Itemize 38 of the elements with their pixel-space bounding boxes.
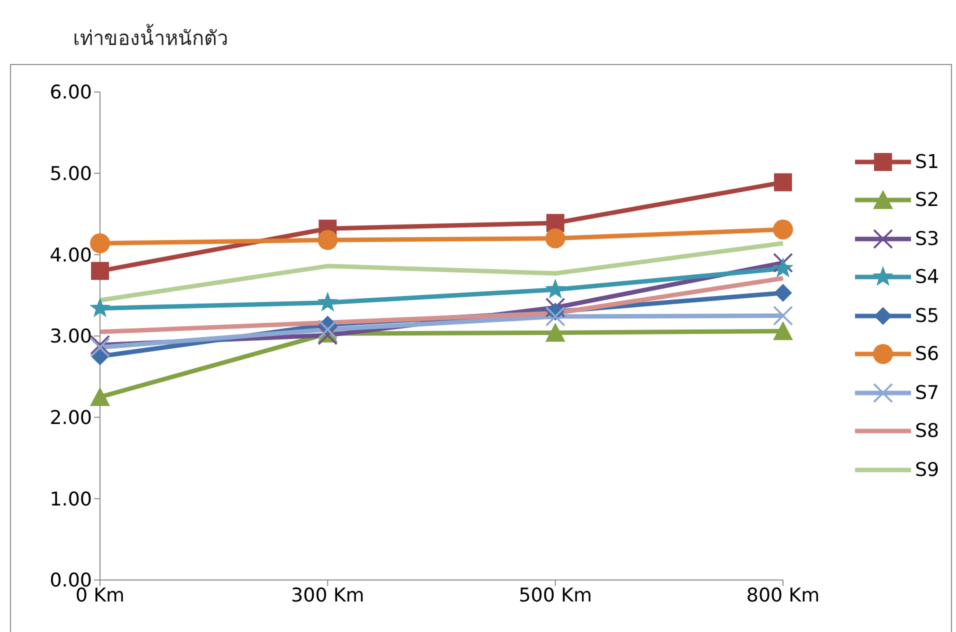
- x-tick-label: 800 Km: [746, 584, 820, 606]
- point: [545, 298, 566, 318]
- point: [773, 252, 793, 273]
- point: [773, 321, 793, 340]
- legend-label: S4: [915, 266, 940, 288]
- y-tick-label: 5.00: [50, 163, 92, 186]
- point: [774, 284, 792, 302]
- point: [90, 233, 110, 254]
- legend-label: S9: [915, 458, 940, 480]
- point: [90, 297, 110, 318]
- y-tick-label: 3.00: [50, 326, 92, 348]
- legend-label: S8: [915, 420, 940, 442]
- x-tick-label: 500 Km: [518, 584, 592, 606]
- legend-label: S7: [915, 382, 940, 404]
- point: [91, 262, 109, 280]
- x-tick-label: 300 Km: [291, 584, 364, 606]
- point: [545, 322, 566, 342]
- y-tick-label: 2.00: [50, 407, 92, 430]
- y-tick-label: 6.00: [50, 82, 92, 104]
- point: [318, 319, 338, 340]
- point: [545, 228, 566, 248]
- point: [772, 257, 794, 278]
- point: [773, 306, 793, 326]
- y-tick-label: 4.00: [50, 244, 92, 266]
- legend-label: S3: [915, 228, 940, 250]
- legend-label: S1: [915, 150, 940, 172]
- point: [317, 292, 338, 312]
- legend-label: S2: [915, 189, 940, 211]
- y-axis-title: เท่าของน้ำหนักตัว: [73, 22, 228, 52]
- point: [544, 278, 566, 299]
- point: [318, 230, 338, 250]
- point: [774, 173, 792, 192]
- legend-label: S5: [915, 304, 940, 326]
- legend-label: S6: [915, 343, 940, 365]
- y-tick-label: 1.00: [50, 488, 92, 510]
- point: [773, 219, 793, 240]
- point: [545, 306, 566, 326]
- point: [90, 387, 110, 406]
